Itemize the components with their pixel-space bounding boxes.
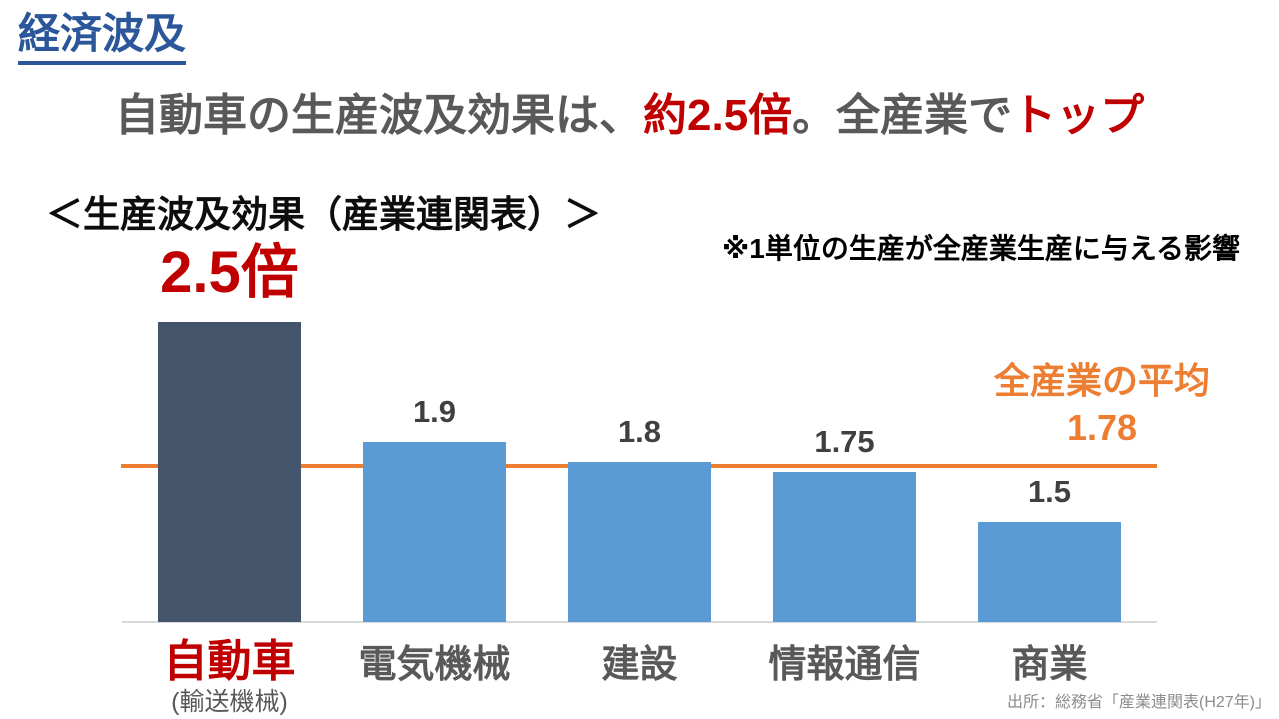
subtitle-segment: 。全産業で	[792, 91, 1013, 140]
chart-note: ※1単位の生産が全産業生産に与える影響	[722, 233, 1240, 264]
value-label: 1.5	[1027, 474, 1072, 509]
bar	[363, 442, 506, 622]
x-axis-line	[122, 621, 1157, 623]
subtitle-segment-emphasis: トップ	[1012, 91, 1145, 140]
category-label: 電気機械	[358, 644, 511, 686]
slide-subtitle: 自動車の生産波及効果は、約2.5倍。全産業でトップ	[115, 91, 1145, 140]
category-sublabel: (輸送機械)	[171, 688, 288, 716]
subtitle-segment-emphasis: 約2.5倍	[643, 91, 793, 140]
bar	[158, 322, 301, 622]
category-label: 自動車	[163, 637, 296, 686]
source-citation: 出所：総務省「産業連関表(H27年)」	[1006, 694, 1271, 711]
subtitle-segment: 自動車の生産波及効果は、	[115, 91, 643, 140]
page-title: 経済波及	[18, 10, 187, 66]
value-label: 1.75	[814, 424, 875, 459]
bar	[773, 472, 916, 622]
average-line-value: 1.78	[1066, 406, 1138, 448]
value-label: 2.5倍	[160, 240, 299, 305]
average-line-label-text: 全産業の平均	[993, 360, 1210, 401]
bar	[978, 522, 1121, 622]
chart-heading: ＜生産波及効果（産業連関表）＞	[46, 194, 601, 235]
category-label: 建設	[601, 644, 678, 686]
average-line-label: 全産業の平均 1.78	[966, 358, 1238, 452]
category-label: 商業	[1011, 644, 1088, 686]
category-label: 情報通信	[768, 644, 921, 686]
bar	[568, 462, 711, 622]
value-label: 1.8	[617, 414, 662, 449]
value-label: 1.9	[412, 394, 457, 429]
